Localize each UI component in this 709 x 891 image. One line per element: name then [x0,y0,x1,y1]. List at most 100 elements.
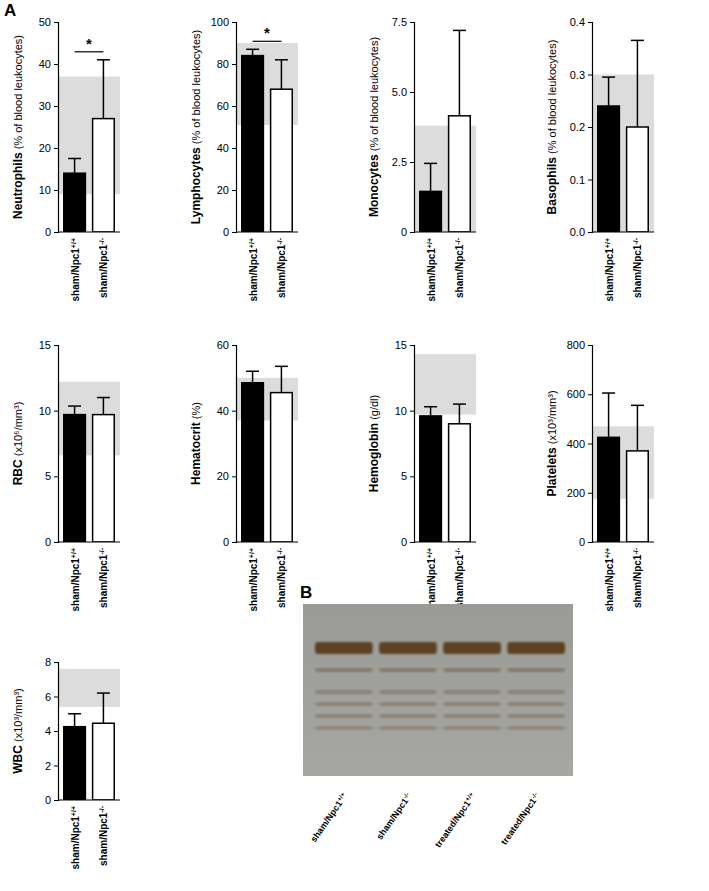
y-tick-label: 20 [39,142,51,154]
chart-panel: 0200400600800Platelets (x10³/mm³)sham/Np… [545,339,654,611]
y-tick-label: 4 [45,725,51,737]
error-bar-cap [602,76,615,78]
y-tick-label: 10 [395,405,407,417]
y-tick: 15 [39,339,58,351]
y-axis-line [410,23,415,233]
y-tick-line [588,345,592,346]
y-tick-label: 60 [217,339,229,351]
y-tick-label: 10 [39,405,51,417]
gel-lane-label: sham/Npc1+/+ [307,790,349,844]
y-tick: 800 [567,339,592,351]
panel-label: A [4,1,16,20]
y-tick-label: 0 [401,226,407,238]
y-axis-title-unit: (x10³/mm³) [12,688,24,745]
plot-area [58,382,120,542]
y-tick-label: 10 [39,184,51,196]
y-axis: 0200400600800 [567,339,593,548]
y-tick: 80 [217,58,236,70]
significance-label: * [86,35,92,52]
y-axis-title-name: WBC [11,745,25,774]
y-axis-line [232,346,237,543]
y-axis-title-name: Basophils [545,157,559,215]
y-tick: 50 [39,16,58,28]
bar [449,424,471,542]
y-tick-line [232,190,236,191]
y-tick-label: 8 [45,656,51,668]
error-bar-cap [97,397,110,399]
error-bar-stem [430,163,432,191]
y-tick-line [54,190,58,191]
y-axis-title-name: Lymphocytes [189,147,203,224]
y-tick: 0 [401,536,414,548]
label-superscript: +/+ [603,238,610,248]
error-bar-stem [74,159,76,174]
gel-band [379,690,437,694]
label-superscript: -/- [276,547,283,554]
gel-band [379,726,437,730]
error-bar-stem [281,366,283,392]
error-bar [246,371,259,382]
gel-lane-label: treated/Npc1+/+ [432,790,478,849]
y-tick: 7.5 [392,16,414,28]
gel-band [507,668,565,672]
y-tick: 40 [217,142,236,154]
chart-panel: 01020304050Neutrophils (% of blood leuko… [11,16,120,301]
y-axis-line [588,23,593,233]
bar [64,727,86,800]
bar [93,119,115,232]
figure: AB01020304050Neutrophils (% of blood leu… [0,0,709,891]
error-bar [97,60,110,119]
gel-band [315,668,373,672]
error-bar-stem [608,77,610,106]
y-tick-label: 0.4 [570,16,585,28]
label-main: sham/Npc1 [98,554,109,608]
x-axis-line [58,799,120,800]
x-tick-label: sham/Npc1+/+ [425,548,437,611]
y-axis: 0.00.10.20.30.4 [570,16,593,238]
y-tick-label: 200 [567,487,585,499]
label-superscript: +/+ [425,238,432,248]
y-tick-line [54,697,58,698]
error-bar-cap [97,692,110,694]
y-tick: 0.4 [570,16,592,28]
x-tick-label: sham/Npc1-/- [276,237,288,298]
y-tick-line [232,411,236,412]
error-bar-stem [637,40,639,127]
bar [598,106,620,232]
error-bar [602,393,615,437]
error-bar [631,40,644,127]
label-main: sham/Npc1 [70,558,81,612]
x-tick-label: sham/Npc1-/- [454,237,466,298]
label-main: sham/Npc1 [98,812,109,866]
label-main: sham/Npc1 [604,558,615,612]
label-superscript: -/- [276,237,283,244]
error-bar-stem [459,30,461,115]
error-bar [246,49,259,55]
error-bar-cap [631,405,644,407]
y-tick-label: 7.5 [392,16,407,28]
significance-label: * [264,24,270,41]
y-tick-label: 60 [217,100,229,112]
x-tick-label: sham/Npc1+/+ [69,548,81,611]
y-tick-label: 0 [223,536,229,548]
label-superscript: -/- [632,237,639,244]
x-axis-line [592,231,654,232]
y-axis: 051015 [39,339,59,548]
y-tick-line [54,542,58,543]
y-tick: 2.5 [392,156,414,168]
y-tick: 100 [211,16,236,28]
error-bar [424,163,437,191]
y-tick: 40 [217,405,236,417]
y-tick-line [54,22,58,23]
label-superscript: +/+ [247,238,254,248]
x-tick-label: sham/Npc1-/- [98,805,110,866]
y-tick: 600 [567,388,592,400]
y-axis: 020406080100 [211,16,237,238]
y-tick-label: 30 [39,100,51,112]
y-tick-line [232,232,236,233]
x-axis-line [58,231,120,232]
y-axis-title: Platelets (x10³/mm³) [545,390,559,496]
y-tick-line [54,766,58,767]
y-axis-title: WBC (x10³/mm³) [11,688,25,774]
y-tick-line [232,542,236,543]
